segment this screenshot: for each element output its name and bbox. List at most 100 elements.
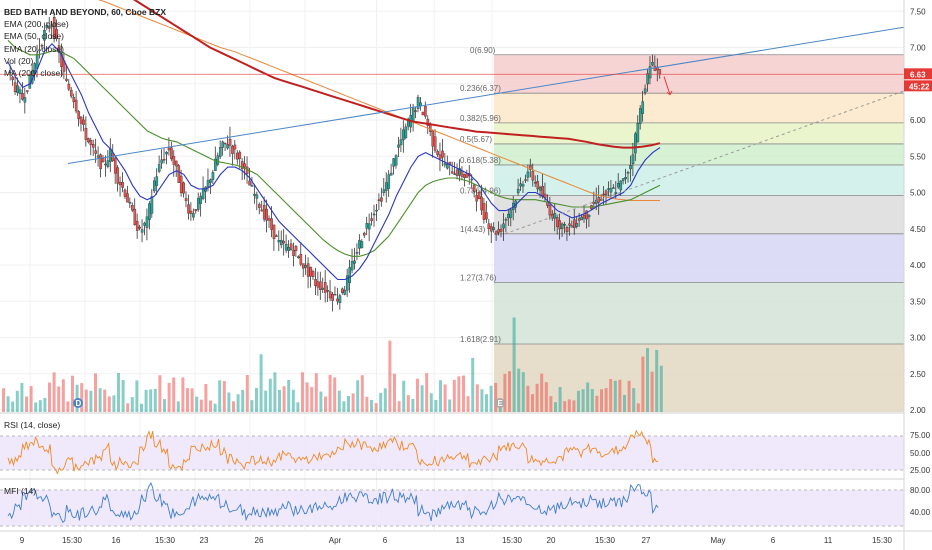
legend-volume[interactable]: Vol (20) — [4, 55, 34, 66]
candle-body — [265, 208, 268, 221]
volume-bar — [98, 388, 102, 412]
volume-bar — [29, 386, 33, 412]
fib-level-label: 1.618(2.91) — [460, 335, 501, 344]
candle-body — [553, 213, 557, 219]
symbol-title[interactable]: BED BATH AND BEYOND, 60, Cboe BZX — [4, 7, 166, 17]
candle-body — [38, 49, 41, 51]
volume-bar — [471, 357, 475, 412]
candle-body — [228, 138, 232, 146]
volume-bar — [439, 380, 442, 412]
time-tick-label: 15:30 — [62, 536, 83, 545]
rsi-pane-label[interactable]: RSI (14, close) — [4, 420, 61, 430]
legend-ema20[interactable]: EMA (20, close) — [4, 43, 64, 54]
fib-zone — [494, 344, 904, 412]
volume-bar — [6, 396, 10, 412]
volume-bar — [655, 350, 659, 412]
volume-bar — [609, 379, 613, 412]
candle-body — [524, 179, 527, 181]
candle-body — [40, 45, 44, 47]
fibonacci-retracement[interactable]: 0(6.90) 0.236(6.37) 0.382(5.96) 0.5(5.67) 0.… — [460, 46, 904, 412]
candle-body — [319, 281, 322, 290]
ema20-line — [7, 43, 661, 281]
candle-body — [314, 279, 317, 286]
legend-ma200[interactable]: MA (200, close) — [4, 68, 64, 79]
volume-bar — [204, 384, 208, 412]
candle-body — [243, 163, 246, 168]
fib-level-label: 0.786(4.96) — [460, 186, 501, 195]
volume-bar — [567, 399, 571, 412]
volume-bar — [333, 377, 337, 412]
candle-body — [236, 152, 239, 160]
time-tick-label: 6 — [771, 536, 776, 545]
candle-body — [646, 73, 649, 85]
candle-body — [216, 155, 220, 165]
candle-body — [309, 266, 312, 277]
price-tick-label: 3.00 — [910, 334, 926, 343]
fib-level-label: 0.5(5.67) — [460, 135, 492, 144]
volume-bar — [190, 388, 194, 412]
candle-body — [446, 163, 449, 169]
chart-legend: BED BATH AND BEYOND, 60, Cboe BZX EMA (2… — [4, 6, 166, 79]
candle-body — [231, 145, 234, 154]
mfi-pane-label[interactable]: MFI (14) — [4, 486, 37, 496]
candle-body — [651, 61, 654, 66]
volume-bar — [38, 400, 42, 412]
candle-body — [155, 176, 159, 186]
candle-body — [48, 27, 51, 29]
candle-body — [289, 243, 293, 250]
candle-body — [558, 220, 562, 230]
candle-body — [531, 171, 535, 181]
mfi-tick-label: 80.00 — [910, 486, 931, 495]
fib-level-label: 1.27(3.76) — [460, 273, 497, 282]
volume-bar — [337, 390, 341, 412]
volume-bar — [342, 401, 346, 412]
candle-body — [52, 17, 56, 39]
mfi-tick-label: 40.00 — [910, 508, 931, 517]
price-axis[interactable]: 7.507.006.506.005.505.004.504.003.503.00… — [903, 0, 932, 550]
candle-body — [82, 119, 85, 125]
volume-bar — [11, 401, 15, 412]
candle-body — [533, 181, 537, 184]
time-axis[interactable]: 9 15:30 16 15:30 23 26 Apr 6 13 15:30 20 15:30 27 May… — [0, 530, 932, 545]
volume-bar — [149, 389, 153, 412]
candle-body — [568, 223, 571, 226]
candle-body — [292, 249, 295, 257]
volume-bar — [236, 394, 240, 412]
legend-ema200[interactable]: EMA (200, close) — [4, 19, 69, 30]
candle-body — [275, 235, 278, 237]
candle-body — [380, 197, 383, 202]
volume-bar — [282, 386, 286, 412]
volume-bar — [577, 390, 580, 412]
candle-body — [60, 53, 63, 67]
candle-body — [411, 107, 415, 122]
legend-ema50[interactable]: EMA (50, close) — [4, 31, 64, 42]
volume-bar — [627, 380, 631, 412]
volume-bar — [250, 400, 254, 412]
volume-bar — [393, 373, 396, 412]
candle-body — [341, 288, 344, 293]
volume-bar — [489, 385, 493, 412]
candle-body — [79, 116, 83, 124]
candle-body — [360, 241, 364, 249]
candle-body — [143, 222, 146, 226]
volume-bar — [360, 375, 364, 412]
volume-bar — [512, 317, 516, 412]
candle-body — [133, 208, 137, 226]
candle-body — [617, 183, 620, 188]
candle-body — [516, 188, 520, 194]
candle-body — [250, 185, 254, 187]
candle-body — [221, 141, 225, 148]
candle-body — [365, 223, 369, 229]
candle-body — [441, 150, 444, 158]
volume-bars — [2, 317, 663, 412]
candle-body — [472, 184, 476, 192]
volume-bar — [264, 390, 268, 412]
volume-bar — [508, 371, 511, 412]
volume-bar — [595, 395, 599, 412]
candle-body — [211, 172, 215, 181]
volume-bar — [84, 389, 88, 412]
fib-level-label: 0.618(5.38) — [460, 156, 501, 165]
candle-body — [233, 144, 237, 150]
